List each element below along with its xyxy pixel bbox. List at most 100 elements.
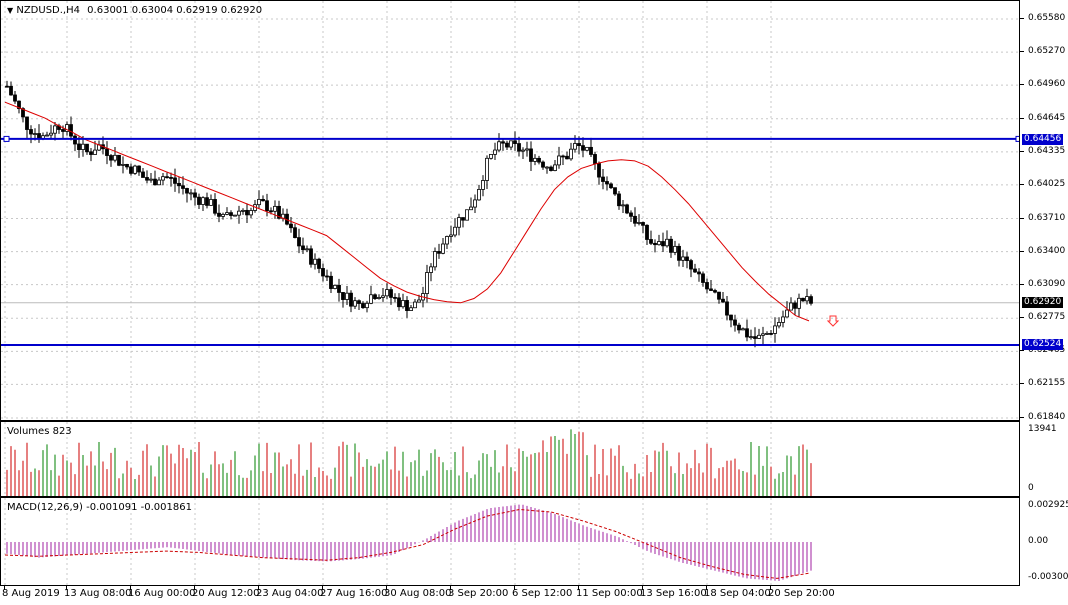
candle [637, 214, 641, 226]
candle [193, 188, 197, 206]
time-label: 6 Sep 12:00 [512, 588, 573, 599]
candle [77, 136, 81, 158]
candle [757, 328, 761, 340]
candle [317, 257, 321, 274]
candle [405, 296, 409, 318]
candle [137, 165, 141, 176]
candle [509, 140, 513, 151]
candle [753, 327, 757, 348]
time-label: 8 Aug 2019 [2, 588, 60, 599]
time-tick [194, 586, 195, 590]
candle [537, 155, 541, 165]
price-tick [1020, 51, 1024, 53]
candle [685, 252, 689, 269]
candle [233, 214, 237, 217]
triangle-down-icon[interactable]: ▼ [7, 6, 14, 15]
candle [161, 173, 165, 186]
candle [109, 154, 113, 167]
price-tick [1020, 150, 1024, 152]
macd-min-label: -0.003001 [1028, 572, 1068, 582]
candle [633, 207, 637, 227]
candle [281, 208, 285, 222]
price-tick [1020, 350, 1024, 352]
candle [721, 291, 725, 303]
time-tick [450, 586, 451, 590]
candle [545, 166, 549, 174]
price-scale[interactable]: 0.65580 0.65270 0.64960 0.64645 0.64335 0.640… [1020, 0, 1068, 422]
time-label: 13 Aug 08:00 [64, 588, 132, 599]
candle [465, 209, 469, 221]
candle [157, 177, 161, 186]
time-label: 13 Sep 16:00 [640, 588, 707, 599]
candle [165, 172, 169, 179]
candle [585, 146, 589, 152]
candle [693, 263, 697, 273]
candle [313, 253, 317, 270]
candle [189, 189, 193, 201]
candle [665, 230, 669, 248]
candle [565, 151, 569, 160]
price-tick [1020, 317, 1024, 319]
time-label: 11 Sep 00:00 [576, 588, 643, 599]
candle [257, 190, 261, 209]
candle [345, 285, 349, 306]
candle [209, 194, 213, 206]
price-tick-label: 0.62775 [1028, 312, 1066, 323]
candle [653, 239, 657, 253]
candle [5, 80, 9, 88]
price-tick-label: 0.64025 [1028, 178, 1066, 189]
candle [289, 216, 293, 233]
candle [797, 293, 801, 318]
candle [525, 141, 529, 157]
time-tick [66, 586, 67, 590]
candle [809, 294, 813, 306]
candle [445, 235, 449, 249]
price-tick-label: 0.63090 [1028, 278, 1066, 289]
price-tick-label: 0.63400 [1028, 245, 1066, 256]
candle [645, 224, 649, 246]
candle [557, 146, 561, 169]
candle [217, 204, 221, 223]
candle [17, 100, 21, 114]
candle [449, 225, 453, 243]
volumes-scale: 13941 0 [1020, 421, 1068, 497]
candle [285, 208, 289, 226]
candle [701, 271, 705, 287]
candle [69, 116, 73, 141]
candle [197, 193, 201, 209]
candle [329, 271, 333, 293]
candle [669, 235, 673, 258]
volumes-panel[interactable]: Volumes 823 [0, 421, 1020, 497]
price-tick [1020, 217, 1024, 219]
candle [149, 172, 153, 183]
candle [325, 269, 329, 282]
candle [733, 314, 737, 332]
time-label: 18 Sep 04:00 [704, 588, 771, 599]
candle [121, 156, 125, 174]
sell-arrow-icon[interactable] [827, 315, 839, 327]
macd-scale: 0.002925 0.00 -0.003001 [1020, 497, 1068, 586]
candle [309, 245, 313, 268]
candle [293, 224, 297, 239]
price-chart-panel[interactable]: ▼ NZDUSD.,H4 0.63001 0.63004 0.62919 0.6… [0, 0, 1020, 421]
candle [789, 297, 793, 311]
candle [769, 330, 773, 336]
candle [409, 305, 413, 311]
macd-panel[interactable]: MACD(12,26,9) -0.001091 -0.001861 [0, 497, 1020, 586]
price-tick [1020, 283, 1024, 285]
candle [681, 249, 685, 267]
macd-zero-label: 0.00 [1028, 536, 1049, 546]
candle [301, 237, 305, 254]
candle [333, 284, 337, 290]
candle [481, 175, 485, 197]
candle [741, 327, 745, 331]
candle [485, 155, 489, 189]
price-chart-canvas[interactable] [1, 1, 1020, 421]
candle [181, 176, 185, 195]
candle [349, 290, 353, 313]
candle [125, 163, 129, 170]
candle [265, 193, 269, 217]
candle [413, 298, 417, 309]
candle [553, 159, 557, 172]
candle [649, 230, 653, 245]
